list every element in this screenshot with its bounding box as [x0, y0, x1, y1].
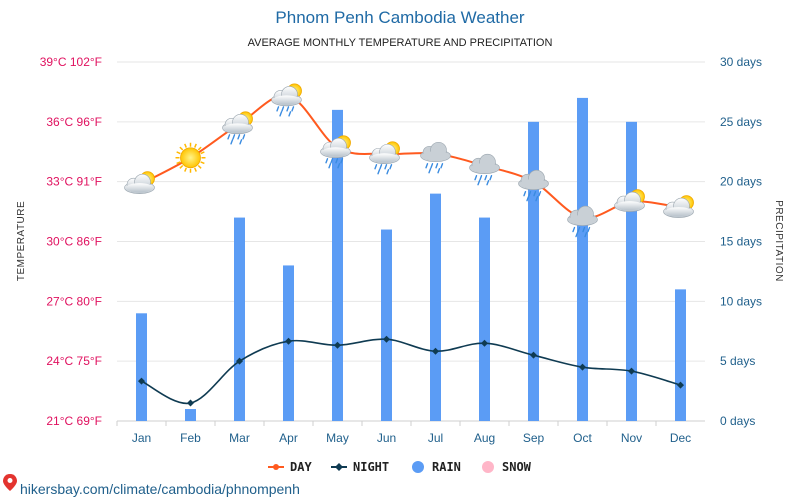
rain-bar [577, 97, 588, 422]
location-pin-icon [3, 474, 17, 491]
source-link[interactable]: hikersbay.com/climate/cambodia/phnompenh [3, 474, 300, 497]
sun-cloud-icon [663, 195, 694, 218]
x-tick-label: May [326, 431, 349, 445]
x-tick-label: Nov [621, 431, 642, 445]
legend-item-snow[interactable]: SNOW [482, 460, 532, 474]
legend-label: NIGHT [353, 460, 389, 474]
legend-rain-marker [412, 461, 424, 473]
chart-title: Phnom Penh Cambodia Weather [275, 8, 525, 27]
legend-label: SNOW [502, 460, 532, 474]
right-tick-label: 25 days [720, 115, 762, 129]
x-tick-label: Apr [279, 431, 298, 445]
right-tick-label: 30 days [720, 55, 762, 69]
sun-cloud-rain-icon [222, 111, 253, 145]
left-tick-label: 30°C 86°F [46, 235, 102, 249]
rain-bar [185, 409, 196, 421]
right-tick-label: 0 days [720, 414, 755, 428]
legend: DAY NIGHT RAIN SNOW [268, 460, 532, 474]
night-point [579, 363, 586, 371]
temperature-lines [138, 93, 684, 407]
legend-item-day[interactable]: DAY [268, 460, 312, 474]
source-text[interactable]: hikersbay.com/climate/cambodia/phnompenh [20, 481, 300, 497]
legend-night-marker [335, 463, 343, 471]
night-line [141, 338, 681, 405]
rain-bar [136, 313, 147, 421]
night-point [236, 357, 243, 365]
right-tick-label: 15 days [720, 235, 762, 249]
x-axis-ticks: Jan Feb Mar Apr May Jun Jul Aug Sep Oct Nov Dec [116, 421, 691, 445]
cloud-rain-icon [518, 169, 549, 202]
legend-snow-marker [482, 461, 494, 473]
x-tick-label: Jun [377, 431, 396, 445]
x-tick-label: Oct [573, 431, 592, 445]
rain-bar [234, 217, 245, 421]
right-axis-ticks: 30 days 25 days 20 days 15 days 10 days 5 day… [720, 55, 762, 428]
night-point [187, 399, 194, 407]
legend-label: RAIN [432, 460, 461, 474]
left-tick-label: 24°C 75°F [46, 354, 102, 368]
x-tick-label: Mar [229, 431, 250, 445]
right-tick-label: 20 days [720, 175, 762, 189]
night-point [677, 381, 684, 389]
left-tick-label: 36°C 96°F [46, 115, 102, 129]
left-axis-title: TEMPERATURE [16, 201, 27, 281]
sun-cloud-icon [124, 171, 155, 194]
rain-bar [675, 289, 686, 421]
x-tick-label: Sep [523, 431, 545, 445]
left-axis-ticks: 39°C 102°F 36°C 96°F 33°C 91°F 30°C 86°F 27°… [40, 55, 102, 428]
cloud-rain-icon [567, 205, 598, 238]
weather-icons [124, 83, 694, 238]
sun-cloud-rain-icon [320, 135, 351, 169]
night-point [334, 341, 341, 349]
night-point [481, 339, 488, 347]
rain-bar [528, 121, 539, 421]
left-tick-label: 21°C 69°F [46, 414, 102, 428]
x-tick-label: Aug [474, 431, 495, 445]
sun-cloud-rain-icon [271, 83, 302, 117]
chart-subtitle: AVERAGE MONTHLY TEMPERATURE AND PRECIPIT… [248, 37, 553, 49]
rain-bar [626, 121, 637, 421]
x-tick-label: Jul [428, 431, 443, 445]
x-tick-label: Feb [180, 431, 201, 445]
night-point [432, 347, 439, 355]
night-point [383, 335, 390, 343]
sun-cloud-icon [614, 189, 645, 212]
left-tick-label: 33°C 91°F [46, 175, 102, 189]
sun-icon [175, 142, 206, 173]
legend-item-night[interactable]: NIGHT [331, 460, 389, 474]
day-line [141, 94, 681, 219]
grid-lines [117, 61, 705, 422]
rain-bar [479, 217, 490, 421]
legend-day-marker [273, 464, 279, 470]
night-point [138, 377, 145, 385]
rain-bar [381, 229, 392, 421]
left-tick-label: 39°C 102°F [40, 55, 102, 69]
night-point [285, 337, 292, 345]
cloud-rain-icon [420, 141, 451, 174]
right-tick-label: 5 days [720, 354, 755, 368]
legend-label: DAY [290, 460, 312, 474]
left-tick-label: 27°C 80°F [46, 294, 102, 308]
rain-bar [332, 109, 343, 421]
rain-bars [136, 97, 686, 422]
sun-cloud-rain-icon [369, 141, 400, 175]
night-point [530, 351, 537, 359]
cloud-rain-icon [469, 153, 500, 186]
x-tick-label: Jan [132, 431, 151, 445]
right-axis-title: PRECIPITATION [773, 200, 784, 282]
legend-item-rain[interactable]: RAIN [412, 460, 461, 474]
rain-bar [430, 193, 441, 421]
right-tick-label: 10 days [720, 294, 762, 308]
x-tick-label: Dec [670, 431, 691, 445]
night-point [628, 367, 635, 375]
